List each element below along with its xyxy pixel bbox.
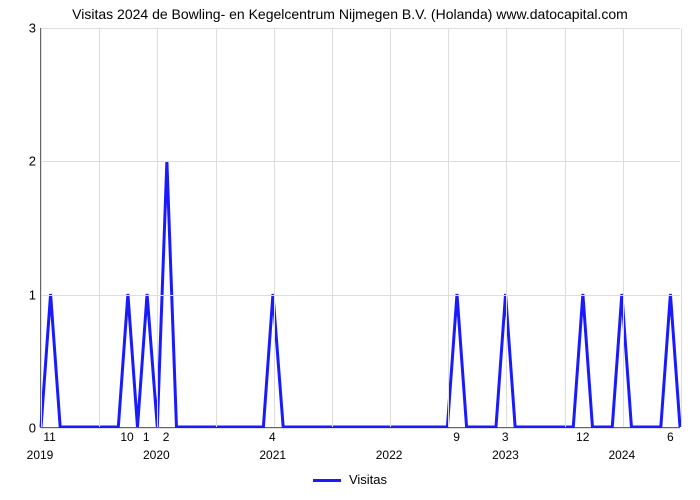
value-label: 4 bbox=[269, 430, 276, 444]
gridline-v bbox=[623, 28, 624, 427]
x-tick-label: 2024 bbox=[608, 448, 635, 462]
legend-swatch bbox=[313, 479, 341, 482]
gridline-v bbox=[216, 28, 217, 427]
y-tick-label: 1 bbox=[6, 287, 36, 302]
chart-container: Visitas 2024 de Bowling- en Kegelcentrum… bbox=[0, 0, 700, 500]
gridline-v bbox=[157, 28, 158, 427]
gridline-v bbox=[448, 28, 449, 427]
x-tick-label: 2019 bbox=[27, 448, 54, 462]
y-tick-label: 0 bbox=[6, 421, 36, 436]
gridline-v bbox=[332, 28, 333, 427]
value-label: 12 bbox=[576, 430, 589, 444]
value-label: 10 bbox=[120, 430, 133, 444]
y-tick-label: 2 bbox=[6, 154, 36, 169]
gridline-v bbox=[506, 28, 507, 427]
line-series bbox=[41, 28, 680, 427]
legend: Visitas bbox=[0, 472, 700, 487]
y-tick-label: 3 bbox=[6, 21, 36, 36]
value-label: 3 bbox=[502, 430, 509, 444]
x-tick-label: 2022 bbox=[376, 448, 403, 462]
gridline-h bbox=[41, 161, 680, 162]
gridline-v bbox=[390, 28, 391, 427]
value-label: 11 bbox=[43, 430, 55, 444]
chart-title: Visitas 2024 de Bowling- en Kegelcentrum… bbox=[0, 6, 700, 22]
x-tick-label: 2023 bbox=[492, 448, 519, 462]
gridline-v bbox=[99, 28, 100, 427]
x-tick-label: 2020 bbox=[143, 448, 170, 462]
gridline-h bbox=[41, 428, 680, 429]
gridline-h bbox=[41, 295, 680, 296]
x-tick-label: 2021 bbox=[259, 448, 286, 462]
gridline-h bbox=[41, 28, 680, 29]
plot-area bbox=[40, 28, 680, 428]
gridline-v bbox=[565, 28, 566, 427]
legend-label: Visitas bbox=[349, 472, 387, 487]
gridline-v bbox=[274, 28, 275, 427]
value-label: 2 bbox=[163, 430, 170, 444]
value-label: 9 bbox=[453, 430, 460, 444]
gridline-v bbox=[681, 28, 682, 427]
value-label: 6 bbox=[667, 430, 674, 444]
gridline-v bbox=[41, 28, 42, 427]
value-label: 1 bbox=[143, 430, 150, 444]
